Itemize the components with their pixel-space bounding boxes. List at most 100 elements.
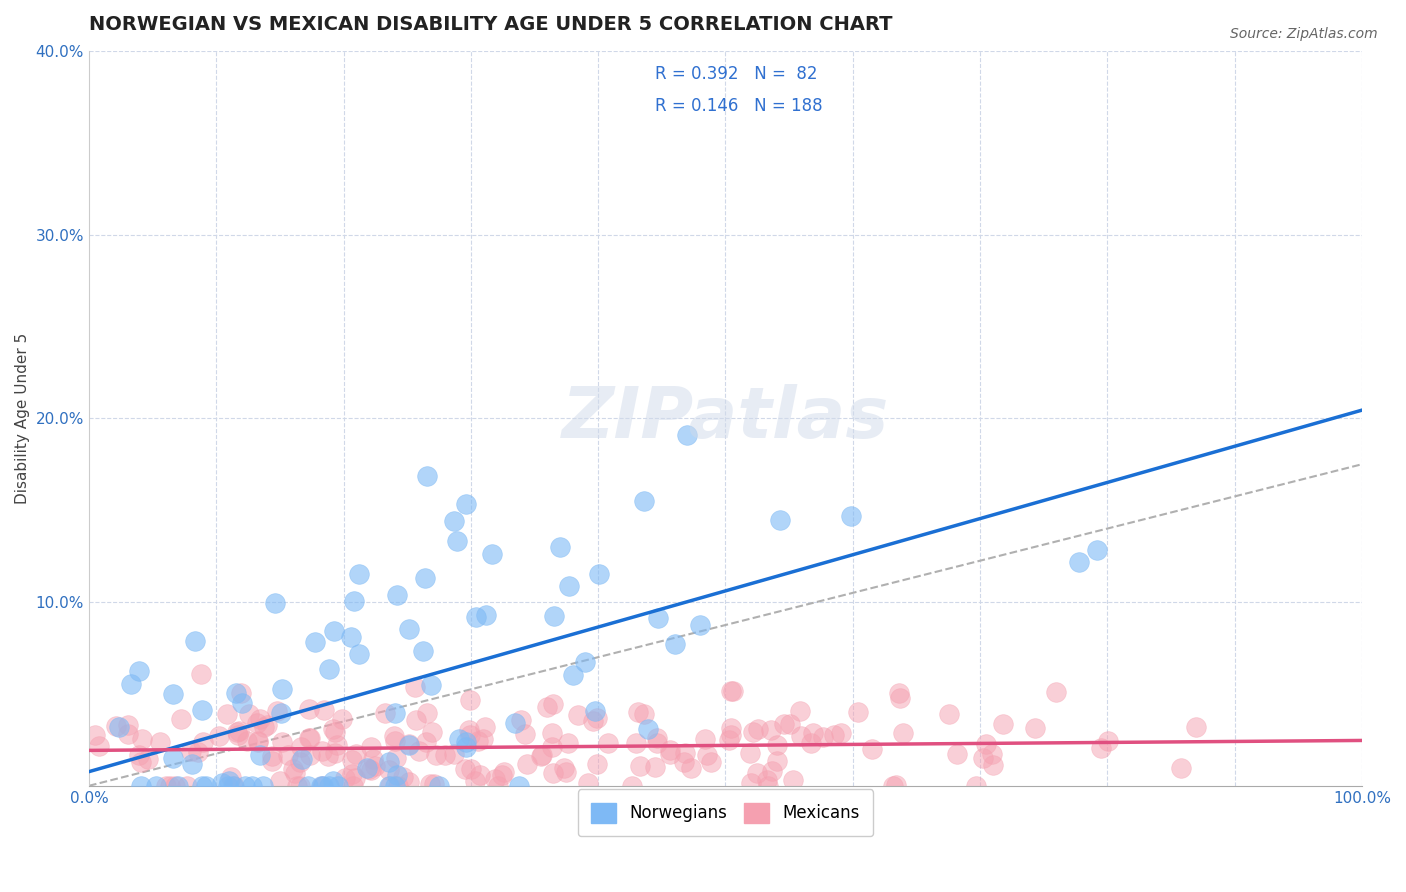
Mexicans (208, 729, 231, 743)
Mexicans (938, 706, 960, 721)
Mexicans (316, 748, 339, 763)
Mexicans (384, 751, 406, 765)
Mexicans (458, 723, 481, 737)
Mexicans (408, 744, 430, 758)
Mexicans (374, 706, 396, 720)
Mexicans (738, 746, 761, 760)
Mexicans (270, 735, 292, 749)
Norwegians (129, 779, 152, 793)
Norwegians (225, 686, 247, 700)
Norwegians (318, 779, 340, 793)
Mexicans (761, 764, 783, 778)
Mexicans (513, 727, 536, 741)
Norwegians (637, 723, 659, 737)
Mexicans (884, 778, 907, 792)
Mexicans (322, 722, 344, 736)
Mexicans (830, 726, 852, 740)
Mexicans (215, 707, 238, 722)
Norwegians (558, 579, 581, 593)
Norwegians (235, 779, 257, 793)
Mexicans (700, 755, 723, 769)
Norwegians (342, 593, 364, 607)
Mexicans (981, 758, 1004, 772)
Mexicans (823, 728, 845, 742)
Mexicans (620, 779, 643, 793)
Mexicans (129, 756, 152, 770)
Mexicans (384, 734, 406, 748)
Mexicans (136, 752, 159, 766)
Norwegians (413, 571, 436, 585)
Norwegians (195, 779, 218, 793)
Norwegians (647, 611, 669, 625)
Mexicans (530, 749, 553, 764)
Norwegians (297, 779, 319, 793)
Mexicans (342, 753, 364, 767)
Y-axis label: Disability Age Under 5: Disability Age Under 5 (15, 333, 30, 504)
Norwegians (347, 647, 370, 661)
Mexicans (557, 736, 579, 750)
Mexicans (344, 747, 367, 761)
Mexicans (541, 726, 564, 740)
Mexicans (392, 770, 415, 784)
Mexicans (260, 754, 283, 768)
Norwegians (328, 779, 350, 793)
Mexicans (598, 736, 620, 750)
Mexicans (443, 747, 465, 762)
Mexicans (779, 717, 801, 731)
Mexicans (269, 773, 291, 788)
Mexicans (531, 748, 554, 763)
Norwegians (166, 779, 188, 793)
Norwegians (574, 656, 596, 670)
Mexicans (846, 705, 869, 719)
Mexicans (516, 757, 538, 772)
Mexicans (567, 707, 589, 722)
Mexicans (247, 735, 270, 749)
Mexicans (633, 706, 655, 721)
Mexicans (1045, 685, 1067, 699)
Norwegians (304, 634, 326, 648)
Mexicans (887, 685, 910, 699)
Mexicans (105, 719, 128, 733)
Mexicans (742, 724, 765, 739)
Mexicans (554, 765, 576, 780)
Mexicans (972, 751, 994, 765)
Mexicans (131, 732, 153, 747)
Norwegians (191, 703, 214, 717)
Mexicans (484, 772, 506, 786)
Mexicans (467, 734, 489, 748)
Norwegians (240, 779, 263, 793)
Mexicans (83, 728, 105, 742)
Mexicans (191, 734, 214, 748)
Mexicans (761, 723, 783, 737)
Mexicans (790, 729, 813, 743)
Mexicans (423, 777, 446, 791)
Norwegians (664, 637, 686, 651)
Norwegians (312, 779, 335, 793)
Norwegians (415, 468, 437, 483)
Norwegians (676, 427, 699, 442)
Mexicans (582, 714, 605, 729)
Norwegians (263, 596, 285, 610)
Norwegians (456, 740, 478, 755)
Norwegians (271, 681, 294, 696)
Mexicans (425, 747, 447, 762)
Mexicans (945, 747, 967, 762)
Norwegians (456, 497, 478, 511)
Mexicans (342, 779, 364, 793)
Mexicans (1170, 761, 1192, 775)
Mexicans (474, 721, 496, 735)
Mexicans (718, 732, 741, 747)
Norwegians (231, 696, 253, 710)
Norwegians (211, 776, 233, 790)
Mexicans (340, 767, 363, 781)
Mexicans (1090, 740, 1112, 755)
Mexicans (190, 666, 212, 681)
Norwegians (318, 662, 340, 676)
Norwegians (378, 779, 401, 793)
Mexicans (253, 720, 276, 734)
Norwegians (456, 735, 478, 749)
Mexicans (224, 779, 246, 793)
Mexicans (420, 724, 443, 739)
Mexicans (246, 716, 269, 731)
Mexicans (860, 741, 883, 756)
